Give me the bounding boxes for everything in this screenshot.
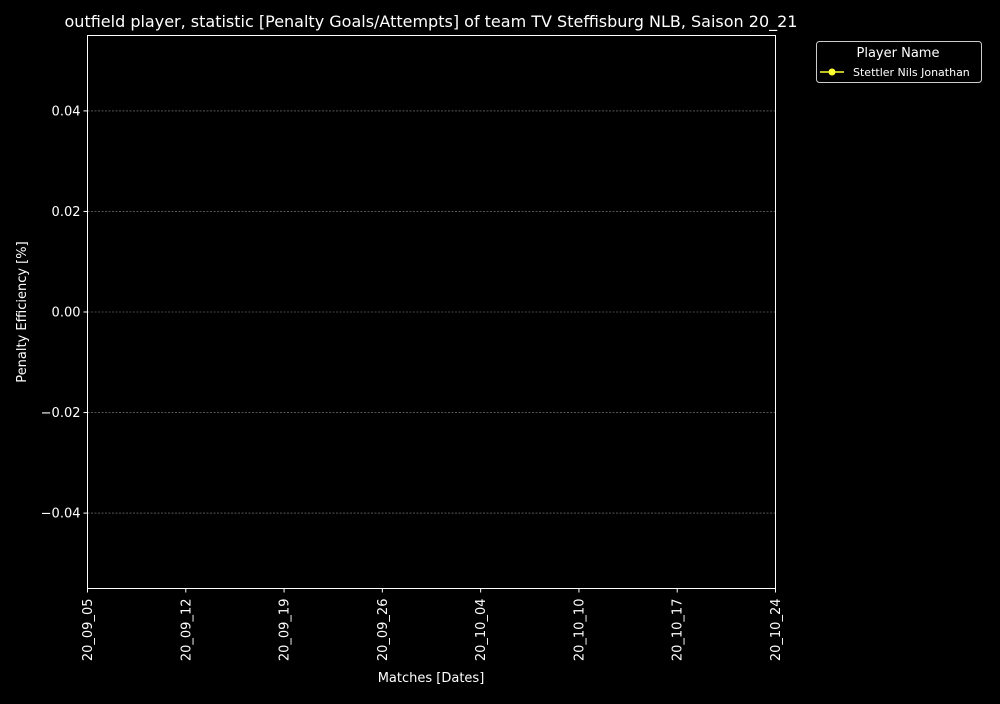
x-tick-label: 20_09_26 (376, 599, 391, 662)
legend-box (816, 41, 982, 83)
y-tick-label: 0.02 (52, 205, 81, 220)
grid-layer (87, 110, 776, 514)
y-tick-label: −0.04 (41, 507, 81, 522)
y-tick-label: −0.02 (41, 406, 81, 421)
legend: Player Name Stettler Nils Jonathan (816, 41, 982, 83)
chart-title: outfield player, statistic [Penalty Goal… (65, 12, 798, 32)
x-axis: 20_09_05 20_09_12 20_09_19 20_09_26 20_10_04… (81, 588, 784, 662)
x-tick-label: 20_10_24 (769, 599, 784, 662)
x-tick-label: 20_10_04 (474, 599, 489, 662)
x-tick-label: 20_09_05 (81, 599, 96, 662)
y-axis: 0.04 0.02 0.00 −0.02 −0.04 (41, 104, 88, 522)
x-tick-label: 20_10_17 (671, 599, 686, 662)
x-tick-label: 20_10_10 (572, 599, 587, 662)
x-tick-label: 20_09_12 (179, 599, 194, 662)
y-tick-label: 0.04 (52, 104, 81, 119)
y-tick-label: 0.00 (52, 306, 81, 321)
legend-series-label: Stettler Nils Jonathan (853, 66, 970, 79)
x-tick-label: 20_09_19 (278, 599, 293, 662)
legend-title: Player Name (857, 46, 940, 61)
y-axis-label: Penalty Efficiency [%] (15, 241, 30, 382)
legend-series-marker (828, 68, 836, 76)
x-axis-label: Matches [Dates] (378, 671, 485, 686)
